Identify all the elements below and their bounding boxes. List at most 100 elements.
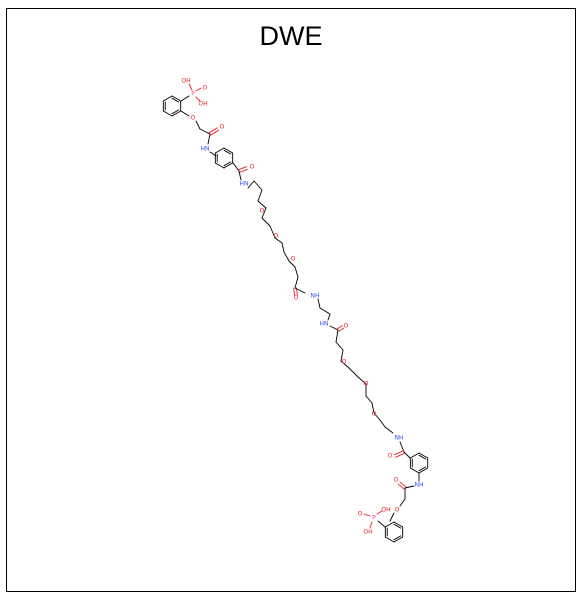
bond: [329, 325, 339, 331]
bond-p-oh: [369, 521, 373, 529]
chain-bond: [274, 237, 283, 244]
carbonyl-oxygen: O: [344, 323, 349, 330]
carbonyl-bond: [238, 166, 247, 171]
phenyl-ring-top-bond: [171, 110, 182, 117]
bond: [335, 329, 339, 343]
bond: [404, 485, 415, 489]
carbonyl-bond: [338, 327, 345, 332]
ether-oxygen: O: [291, 256, 296, 263]
figure-frame: DWE: [6, 8, 576, 592]
chain-bond: [340, 360, 350, 369]
bond-ring-o: [180, 110, 190, 117]
chain-bond: [257, 200, 267, 209]
bond: [327, 313, 331, 321]
bond: [195, 120, 201, 130]
chain-bond: [283, 251, 290, 262]
bond: [317, 298, 321, 309]
oxygen-atom: O: [358, 511, 363, 518]
bond-ring-p: [377, 520, 386, 528]
carbonyl-oxygen: O: [250, 164, 255, 171]
bond: [403, 451, 411, 459]
carbonyl-oxygen: O: [394, 477, 399, 484]
chain-bond: [261, 217, 271, 227]
ether-oxygen-bottom: O: [395, 507, 400, 514]
chain-bond: [373, 412, 381, 421]
bond: [207, 133, 211, 145]
chain-bond: [257, 189, 263, 202]
hydroxyl-label: OH: [181, 78, 190, 85]
carbonyl-bond: [239, 168, 248, 173]
phenyl-ring-meta-inner-bond: [418, 466, 427, 472]
bond: [319, 307, 331, 315]
chain-bond: [294, 276, 299, 289]
phenyl-ring-meta-inner-bond: [418, 454, 427, 460]
hydroxyl-label: OH: [381, 507, 390, 514]
phenyl-ring-para-bond: [214, 162, 225, 169]
bond: [238, 170, 242, 181]
bond: [389, 512, 395, 522]
phenyl-ring-meta-bond: [418, 452, 429, 459]
phenyl-ring-top-bond: [171, 95, 182, 102]
ether-oxygen-top: O: [191, 115, 196, 122]
phenyl-ring-para-bond: [223, 162, 234, 169]
hydroxyl-label: OH: [363, 529, 372, 536]
carbonyl-bond: [293, 287, 296, 296]
phenyl-ring-bottom-inner-bond: [393, 535, 402, 541]
phenyl-ring-para-inner-bond: [223, 149, 232, 155]
carbonyl-bond: [399, 481, 407, 488]
bond-p-o: [195, 87, 202, 92]
ether-oxygen: O: [372, 411, 377, 418]
carbonyl-oxygen: O: [388, 453, 393, 460]
chain-bond: [269, 225, 276, 239]
carbonyl-oxygen: O: [220, 124, 225, 131]
bond-p-oh: [195, 96, 201, 102]
ether-oxygen: O: [274, 233, 279, 240]
chain-bond: [348, 367, 359, 378]
chain-bond: [261, 207, 267, 219]
phenyl-ring-bottom-bond: [384, 521, 395, 528]
bond: [294, 287, 306, 294]
phenyl-ring-top-inner-bond: [171, 109, 180, 115]
phenyl-ring-para-inner-bond: [223, 161, 232, 167]
phenyl-ring-bottom-inner-bond: [393, 523, 402, 529]
chain-bond: [384, 426, 394, 434]
chain-bond: [335, 341, 344, 351]
phenyl-ring-para-bond: [214, 147, 225, 154]
chain-bond: [340, 349, 344, 362]
carbonyl-bond: [397, 483, 405, 490]
molecule-title: DWE: [259, 21, 323, 51]
phenyl-ring-top-bond: [162, 95, 173, 102]
phenyl-ring-meta-bond: [418, 467, 429, 474]
carbonyl-bond: [210, 129, 220, 136]
phosphorus-atom-bottom: P: [372, 515, 376, 522]
chain-bond: [379, 419, 386, 428]
amide-nitrogen: NH: [395, 435, 404, 442]
carbonyl-bond: [395, 452, 406, 458]
amide-nitrogen: HN: [201, 146, 210, 153]
phenyl-ring-meta-bond: [409, 452, 420, 459]
phenyl-ring-top-inner-bond: [171, 97, 180, 103]
chain-bond: [371, 402, 375, 414]
chain-bond: [281, 242, 285, 253]
chain-bond: [294, 266, 299, 278]
bond-layer: [162, 83, 429, 543]
bond-p-o: [363, 513, 371, 517]
phenyl-ring-top-bond: [162, 110, 173, 117]
amide-nitrogen: NH: [311, 293, 320, 300]
ether-oxygen: O: [260, 208, 265, 215]
chain-bond: [253, 180, 263, 191]
amide-nitrogen: HN: [320, 321, 329, 328]
phenyl-ring-bottom-bond: [393, 536, 404, 543]
bond: [399, 498, 406, 507]
phenyl-ring-bottom-bond: [393, 521, 404, 528]
phenyl-ring-bottom-bond: [384, 536, 395, 543]
carbonyl-bond: [208, 127, 218, 134]
bond-p-oh: [188, 83, 193, 91]
phosphorus-atom-top: P: [191, 91, 195, 98]
ether-oxygen: O: [364, 381, 369, 388]
chain-bond: [357, 376, 367, 385]
amide-nitrogen: HN: [240, 181, 249, 188]
ether-oxygen: O: [342, 359, 347, 366]
hydroxyl-label: OH: [198, 101, 207, 108]
